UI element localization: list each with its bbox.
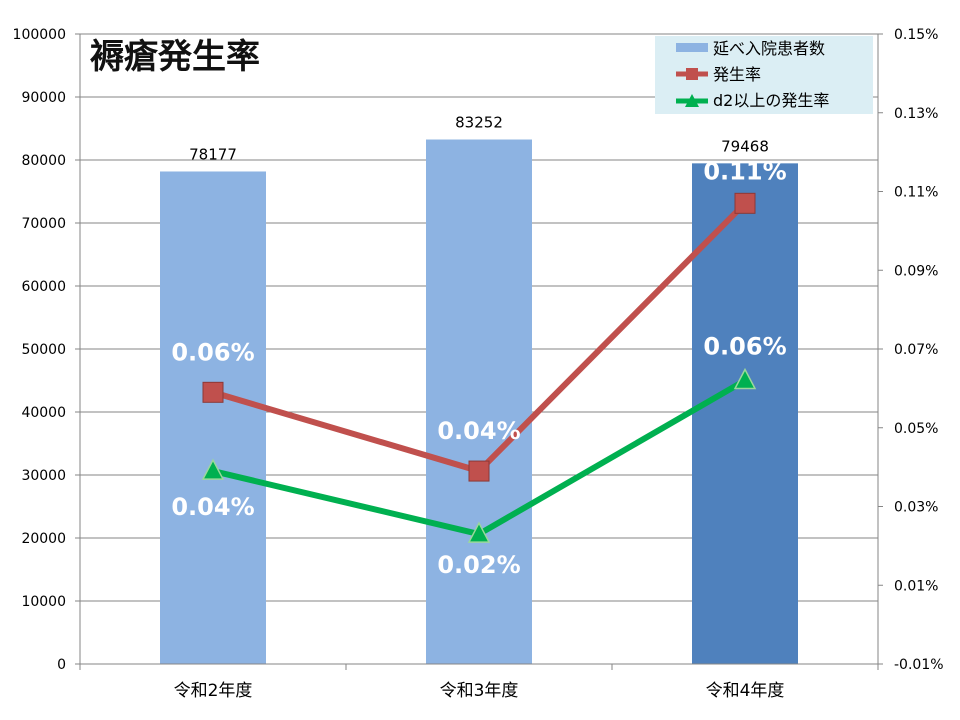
y-right-tick-label: 0.05% [894,421,938,437]
bar-value-label: 78177 [189,145,237,163]
line-value-label: 0.02% [437,551,520,579]
bar-value-label: 83252 [455,114,503,132]
legend-marker-triangle [685,94,699,107]
y-left-tick-label: 50000 [21,342,66,358]
legend-label-incidence: 発生率 [713,65,761,84]
line-value-label: 0.06% [171,338,254,366]
square-marker [202,381,224,403]
bar [426,139,532,665]
y-right-tick-label: -0.01% [894,657,944,673]
bar [692,163,798,664]
y-left-tick-label: 30000 [21,468,66,484]
y-right-tick-label: 0.13% [894,106,938,122]
labels: 78177 83252 79468 0.06% 0.04% 0.11% 0.04% 0.02%… [171,114,786,580]
x-tick-label: 令和3年度 [440,681,519,701]
y-left-tick-label: 90000 [21,90,66,106]
y-left-tick-label: 70000 [21,216,66,232]
y-left-tick-label: 40000 [21,405,66,421]
x-tick-label: 令和4年度 [706,681,785,701]
y-right-tick-label: 0.03% [894,500,938,516]
triangle-marker [733,367,757,390]
triangle-marker [201,458,225,480]
y-right-tick-label: 0.11% [894,185,938,201]
x-tick-label: 令和2年度 [174,681,253,701]
square-marker [734,192,756,214]
line-value-label: 0.06% [703,333,786,361]
y-right-tick-label: 0.15% [894,27,938,43]
y-left-tick-label: 100000 [13,27,66,43]
axes: 0 10000 20000 30000 40000 50000 60000 70000 8000… [13,27,944,701]
bar-value-label: 79468 [721,137,769,155]
legend-swatch-bar [676,43,708,52]
legend-label-bar: 延べ入院患者数 [713,39,825,58]
bars [160,139,798,665]
triangle-marker [467,521,491,543]
line-value-label: 0.04% [171,493,254,521]
y-right-tick-label: 0.09% [894,263,938,279]
y-left-tick-label: 80000 [21,153,66,169]
lines [201,192,757,543]
legend: 延べ入院患者数 発生率 d2以上の発生率 [655,36,873,114]
y-right-tick-label: 0.07% [894,342,938,358]
legend-label-d2: d2以上の発生率 [713,91,829,110]
y-left-tick-label: 20000 [21,531,66,547]
y-left-tick-label: 0 [57,657,66,673]
line-value-label: 0.11% [703,157,786,185]
y-left-tick-label: 60000 [21,279,66,295]
y-left-tick-label: 10000 [21,594,66,610]
legend-marker-square [686,68,698,80]
y-right-tick-label: 0.01% [894,578,938,594]
line-value-label: 0.04% [437,417,520,445]
square-marker [468,460,490,482]
bar [160,171,266,664]
chart-title: 褥瘡発生率 [90,37,260,77]
